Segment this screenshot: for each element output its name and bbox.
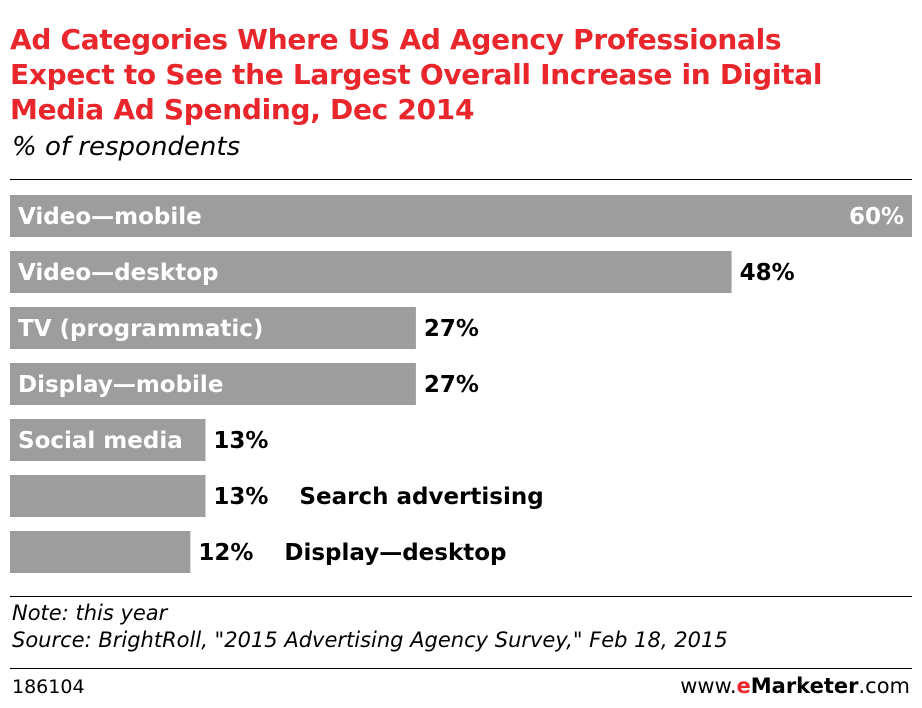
- value-label-social-media: 13%: [213, 428, 268, 454]
- brand-main: Marketer: [750, 674, 859, 698]
- brand-link[interactable]: www.eMarketer.com: [680, 673, 910, 699]
- source-text: Source: BrightRoll, "2015 Advertising Ag…: [12, 628, 728, 652]
- value-label-video-desktop: 48%: [740, 260, 795, 286]
- chart-subtitle: % of respondents: [12, 132, 241, 162]
- brand-prefix: www.: [680, 674, 737, 698]
- footer-divider: [10, 668, 912, 669]
- bottom-divider: [10, 596, 912, 597]
- chart-id: 186104: [12, 676, 85, 698]
- chart-notes: Note: this year Source: BrightRoll, "201…: [12, 600, 728, 654]
- chart-title-line-2: Expect to See the Largest Overall Increa…: [10, 58, 823, 91]
- value-label-display-mobile: 27%: [424, 372, 479, 398]
- category-label-social-media: Social media: [18, 428, 183, 454]
- bar-search-advertising: [10, 475, 206, 517]
- category-label-display-desktop: Display—desktop: [284, 540, 506, 566]
- category-label-tv-programmatic: TV (programmatic): [18, 316, 263, 342]
- value-label-tv-programmatic: 27%: [424, 316, 479, 342]
- value-label-video-mobile: 60%: [849, 204, 904, 230]
- category-label-video-mobile: Video—mobile: [18, 204, 202, 230]
- chart-title: Ad Categories Where US Ad Agency Profess…: [10, 22, 910, 127]
- note-text: Note: this year: [12, 601, 168, 625]
- bar-tv-programmatic: [10, 307, 416, 349]
- category-label-display-mobile: Display—mobile: [18, 372, 223, 398]
- bar-social-media: [10, 419, 206, 461]
- brand-e: e: [736, 674, 751, 698]
- category-label-search-advertising: Search advertising: [299, 484, 543, 510]
- bar-display-mobile: [10, 363, 416, 405]
- value-label-search-advertising: 13%: [213, 484, 268, 510]
- bar-video-desktop: [10, 251, 732, 293]
- category-label-video-desktop: Video—desktop: [18, 260, 218, 286]
- top-divider: [10, 179, 912, 180]
- bar-video-mobile: [10, 195, 912, 237]
- brand-suffix: .com: [858, 674, 910, 698]
- chart-title-line-3: Media Ad Spending, Dec 2014: [10, 93, 475, 126]
- chart-title-line-1: Ad Categories Where US Ad Agency Profess…: [10, 23, 782, 56]
- value-label-display-desktop: 12%: [198, 540, 253, 566]
- bar-display-desktop: [10, 531, 191, 573]
